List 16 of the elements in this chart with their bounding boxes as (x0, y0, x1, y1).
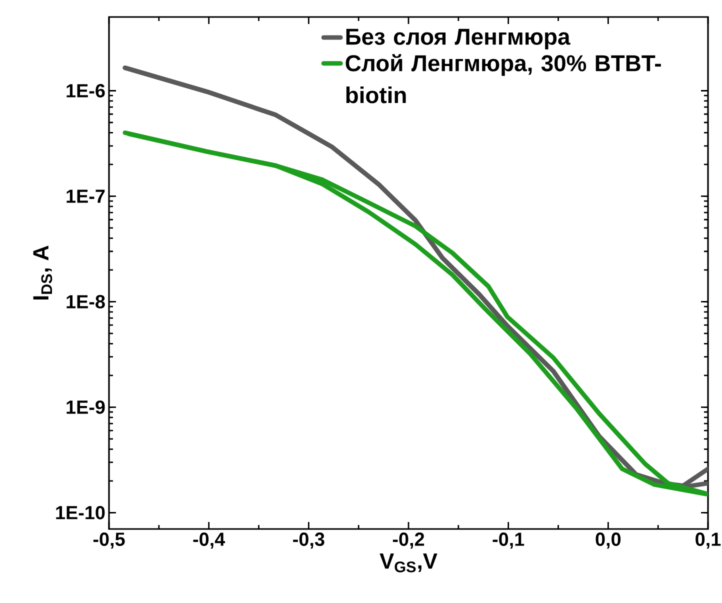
x-tick-label: -0,4 (193, 532, 226, 549)
x-tick-label: -0,2 (392, 532, 424, 549)
x-axis-title: V$_{GS}$,V (380, 554, 438, 572)
x-tick-label: 0,1 (696, 532, 721, 549)
legend-label: Слой Ленгмюра, 30% BTBT-biotin (346, 54, 661, 104)
y-tick-label: 1E-10 (56, 506, 105, 520)
x-tick-label: 0,0 (596, 532, 621, 549)
legend-label: Без слоя Ленгмюра (346, 28, 570, 50)
y-tick-label: 1E-7 (66, 190, 105, 203)
x-tick-label: -0,3 (293, 532, 324, 549)
y-axis-title: I$_{DS}$, A (33, 246, 52, 300)
y-tick-label: 1E-9 (66, 400, 105, 414)
x-tick-label: -0,5 (93, 532, 125, 549)
y-tick-label: 1E-6 (66, 84, 105, 98)
x-tick-label: -0,1 (492, 532, 524, 549)
y-tick-label: 1E-8 (66, 295, 105, 308)
